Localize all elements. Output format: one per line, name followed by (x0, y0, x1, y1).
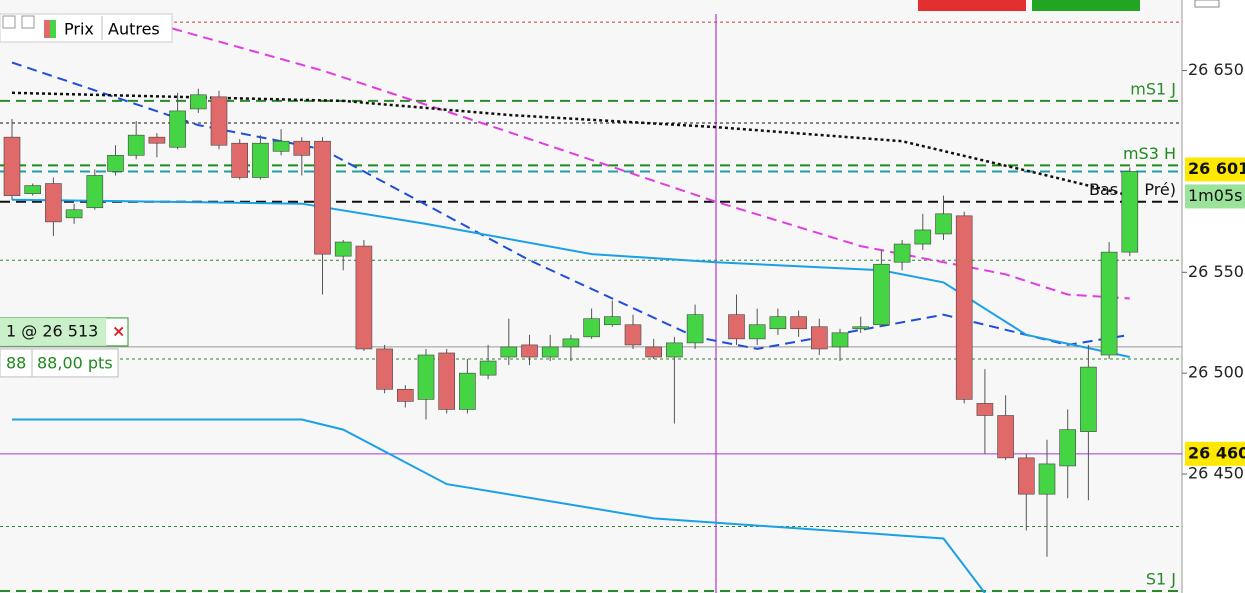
candle-body (376, 348, 393, 390)
candle-body (1059, 429, 1076, 467)
legend-tab[interactable]: Autres (108, 20, 160, 39)
candle-body (645, 346, 663, 358)
candle-body (914, 229, 932, 245)
candle-body (231, 142, 248, 178)
price-tag (1185, 441, 1245, 466)
axis-area (1182, 0, 1245, 593)
candle-body (210, 96, 228, 146)
candle-body (24, 185, 42, 194)
legend-icon (44, 20, 50, 38)
candle-body (45, 183, 62, 223)
y-tick-label: 26 500 (1188, 363, 1244, 382)
candle-body (1080, 366, 1097, 432)
candle-body (831, 332, 849, 348)
top-button[interactable] (1194, 0, 1220, 8)
candle-body (438, 352, 456, 410)
level-label: S1 J (1146, 569, 1176, 588)
candle-body (997, 415, 1014, 459)
candle-body (252, 142, 269, 178)
candle-body (624, 324, 642, 346)
level-label: mS3 H (1123, 144, 1176, 163)
indicator-line (12, 418, 986, 593)
candle-body (603, 316, 621, 326)
legend-icon[interactable] (21, 15, 35, 29)
candle-body (190, 94, 207, 110)
candle-body (748, 324, 766, 340)
pnl-label: 88,00 pts (37, 353, 113, 372)
pnl-points: 88 (6, 353, 26, 372)
candle-body (728, 314, 745, 340)
candle-body (314, 140, 331, 255)
price-tag-label: 26 460 (1188, 443, 1245, 462)
candle-body (107, 155, 124, 172)
candle-body (976, 403, 994, 416)
order-qty-bg (0, 317, 106, 346)
y-tick-label: 26 450 (1188, 463, 1244, 482)
price-tag-label: 26 601 (1188, 159, 1245, 178)
price-tag (1185, 157, 1245, 182)
candle-body (541, 346, 559, 358)
candle-body (3, 136, 21, 196)
timer-box (1185, 184, 1245, 209)
pnl-box (0, 348, 119, 378)
level-label: mS1 J (1130, 79, 1176, 98)
candle-body (1038, 463, 1056, 495)
candle-body (272, 140, 290, 152)
indicator-line (11, 198, 1131, 358)
candle-body (148, 136, 166, 144)
candle-body (459, 372, 476, 410)
legend-tab[interactable]: Prix (64, 20, 94, 39)
candle-body (479, 360, 497, 376)
candle-body (521, 344, 538, 358)
candle-body (334, 241, 352, 257)
candle-body (790, 316, 807, 330)
order-close[interactable]: × (112, 321, 125, 340)
order-label: 1 @ 26 513 (6, 321, 98, 340)
candle-body (562, 338, 580, 348)
timer: 1m05s (1188, 186, 1242, 205)
candle-body (293, 140, 311, 156)
candle-body (417, 354, 435, 400)
legend: Prix Autres (0, 13, 173, 43)
candle-body (1100, 251, 1118, 356)
candle-body (666, 342, 683, 358)
candle-body (86, 175, 104, 209)
legend-icon (50, 20, 56, 38)
indicator-line (11, 91, 1131, 197)
candle-body (127, 134, 145, 156)
candle-body (65, 209, 83, 219)
candle-body (935, 213, 952, 235)
candle-body (852, 326, 870, 330)
candle-body (769, 316, 787, 330)
candle-body (396, 388, 414, 402)
candle-body (355, 245, 373, 350)
candle-body (583, 318, 600, 338)
top-button[interactable] (918, 0, 1026, 11)
candle-body (1121, 171, 1139, 253)
top-button[interactable] (1032, 0, 1140, 11)
candle-body (500, 346, 518, 358)
y-tick-label: 26 650 (1188, 60, 1244, 79)
candle-body (169, 110, 186, 148)
candle-body (873, 263, 890, 326)
legend-icon[interactable] (2, 15, 16, 29)
plot-area (0, 0, 1182, 593)
candle-body (810, 326, 828, 350)
candle-body (893, 243, 911, 263)
y-tick-label: 26 550 (1188, 262, 1244, 281)
candle-body (955, 215, 973, 400)
indicator-line (156, 23, 1130, 300)
candle-body (1017, 457, 1035, 495)
candle-body (686, 314, 704, 344)
